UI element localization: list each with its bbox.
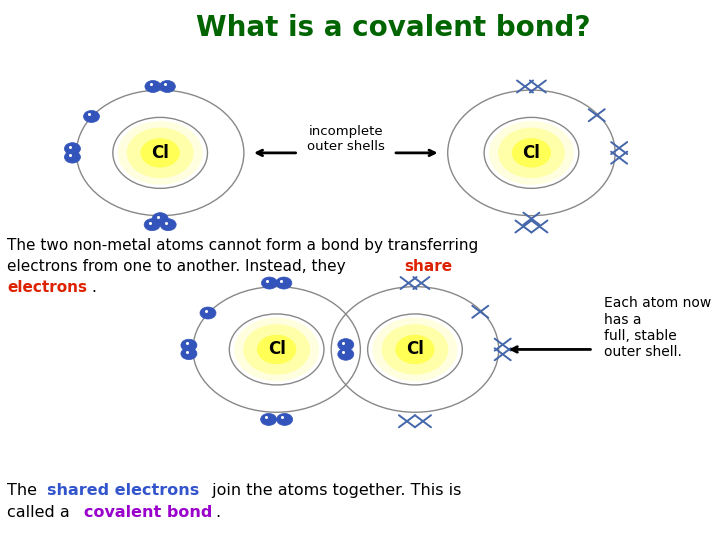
Circle shape <box>338 339 354 351</box>
Text: .: . <box>91 280 96 294</box>
Circle shape <box>181 348 197 360</box>
Text: electrons: electrons <box>7 280 87 294</box>
Circle shape <box>372 318 458 381</box>
Circle shape <box>244 325 309 374</box>
Text: called a: called a <box>7 505 75 520</box>
Text: covalent bond: covalent bond <box>84 505 212 520</box>
Text: Cl: Cl <box>523 144 540 162</box>
Text: What is a covalent bond?: What is a covalent bond? <box>196 14 590 41</box>
Circle shape <box>84 110 100 122</box>
Circle shape <box>276 277 292 289</box>
Circle shape <box>181 339 197 351</box>
Text: incomplete
outer shells: incomplete outer shells <box>307 125 384 153</box>
Text: Each atom now
has a
full, stable
outer shell.: Each atom now has a full, stable outer s… <box>604 296 711 359</box>
Text: join the atoms together. This is: join the atoms together. This is <box>207 483 462 498</box>
Circle shape <box>127 128 193 177</box>
Circle shape <box>141 138 180 168</box>
Circle shape <box>118 121 202 185</box>
Circle shape <box>65 151 80 163</box>
Circle shape <box>145 80 161 92</box>
Circle shape <box>512 138 551 168</box>
Text: Cl: Cl <box>151 144 169 162</box>
Text: shared electrons: shared electrons <box>47 483 199 498</box>
Circle shape <box>234 318 319 381</box>
Text: The two non-metal atoms cannot form a bond by transferring: The two non-metal atoms cannot form a bo… <box>7 238 478 252</box>
Circle shape <box>277 413 293 425</box>
Circle shape <box>144 218 160 230</box>
Text: .: . <box>215 505 220 520</box>
Circle shape <box>395 335 435 364</box>
Circle shape <box>152 213 168 225</box>
Circle shape <box>257 335 296 364</box>
Circle shape <box>261 413 277 425</box>
Text: share: share <box>404 259 452 274</box>
Text: electrons from one to another. Instead, they: electrons from one to another. Instead, … <box>7 259 351 274</box>
Circle shape <box>382 325 448 374</box>
Circle shape <box>499 128 564 177</box>
Circle shape <box>338 348 354 360</box>
Text: Cl: Cl <box>406 341 424 358</box>
Text: Cl: Cl <box>268 341 285 358</box>
Circle shape <box>159 80 175 92</box>
Circle shape <box>65 143 80 155</box>
Circle shape <box>489 121 574 185</box>
Circle shape <box>160 218 176 230</box>
Circle shape <box>261 277 277 289</box>
Circle shape <box>200 307 216 319</box>
Text: The: The <box>7 483 42 498</box>
